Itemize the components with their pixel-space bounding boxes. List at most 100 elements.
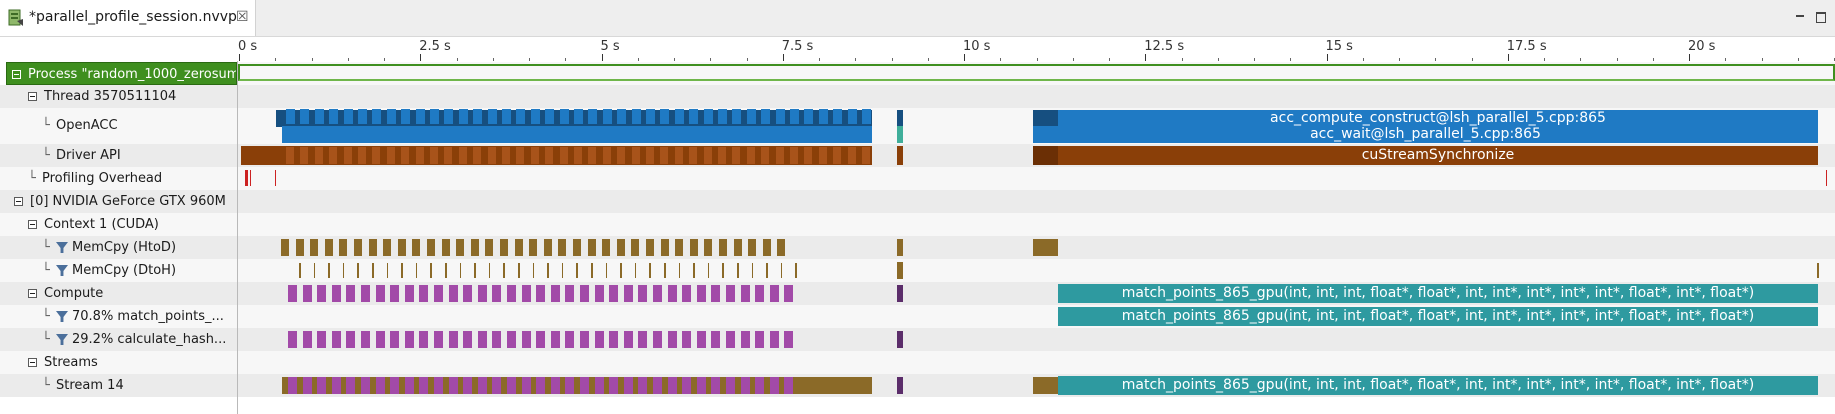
kernel-segment[interactable]	[609, 331, 619, 348]
memcpy-htod-segment[interactable]	[897, 239, 903, 256]
driver-call-segment[interactable]	[746, 147, 755, 164]
kernel-segment[interactable]	[726, 285, 735, 302]
acc-compute-segment[interactable]	[487, 109, 497, 124]
kernel-segment[interactable]	[784, 285, 794, 302]
acc-compute-segment[interactable]	[588, 109, 598, 124]
memcpy-dtoh-segment[interactable]	[707, 263, 710, 278]
driver-call-segment[interactable]	[530, 147, 539, 164]
kernel-segment[interactable]	[682, 285, 692, 302]
memcpy-dtoh-segment[interactable]	[328, 263, 330, 278]
driver-call-segment[interactable]	[487, 147, 496, 164]
memcpy-htod-segment[interactable]	[631, 239, 640, 256]
memcpy-dtoh-segment[interactable]	[372, 263, 374, 278]
kernel-segment[interactable]	[897, 331, 903, 348]
driver-call-segment[interactable]	[444, 147, 453, 164]
driver-call-segment[interactable]	[790, 147, 798, 164]
acc-wait-segment[interactable]: acc_wait@lsh_parallel_5.cpp:865	[1033, 126, 1818, 143]
acc-compute-segment[interactable]	[732, 109, 742, 124]
editor-tab[interactable]: *parallel_profile_session.nvvp ☒	[0, 0, 256, 36]
kernel-segment[interactable]	[404, 331, 414, 348]
acc-compute-segment[interactable]	[833, 109, 843, 124]
memcpy-dtoh-segment[interactable]	[795, 263, 797, 278]
kernel-segment[interactable]	[653, 331, 662, 348]
kernel-segment[interactable]	[653, 285, 662, 302]
acc-compute-segment[interactable]	[746, 109, 756, 124]
row-label-context[interactable]: Context 1 (CUDA)	[0, 213, 237, 236]
kernel-segment[interactable]	[521, 331, 531, 348]
kernel-segment[interactable]	[419, 331, 429, 348]
memcpy-htod-segment[interactable]	[543, 239, 552, 256]
kernel-segment[interactable]	[521, 285, 531, 302]
memcpy-htod-segment[interactable]	[704, 239, 713, 256]
kernel-segment[interactable]	[696, 285, 706, 302]
acc-compute-segment[interactable]	[559, 109, 569, 124]
memcpy-dtoh-segment[interactable]	[605, 263, 608, 278]
kernel-segment[interactable]	[434, 377, 443, 394]
acc-wait-segment[interactable]	[897, 126, 903, 143]
acc-wait-segment[interactable]	[282, 126, 872, 143]
process-track[interactable]	[238, 64, 1835, 81]
acc-compute-segment[interactable]	[300, 109, 310, 124]
memcpy-dtoh-segment[interactable]	[1817, 263, 1819, 278]
memcpy-dtoh-segment[interactable]	[503, 263, 505, 278]
memcpy-dtoh-segment[interactable]	[518, 263, 520, 278]
row-label-overhead[interactable]: └ Profiling Overhead	[0, 167, 237, 190]
kernel-segment[interactable]	[682, 377, 692, 394]
kernel-segment[interactable]	[594, 331, 604, 348]
kernel-segment[interactable]	[404, 377, 414, 394]
driver-call-segment[interactable]	[559, 147, 568, 164]
memcpy-htod-segment[interactable]	[324, 239, 333, 256]
kernel-segment[interactable]	[477, 331, 487, 348]
kernel-segment[interactable]	[434, 285, 443, 302]
memcpy-dtoh-segment[interactable]	[474, 263, 476, 278]
stream-segment[interactable]	[282, 377, 872, 394]
memcpy-dtoh-segment[interactable]	[897, 262, 903, 279]
kernel-segment[interactable]	[492, 285, 502, 302]
acc-compute-segment[interactable]	[761, 109, 771, 124]
kernel-segment[interactable]	[638, 331, 648, 348]
memcpy-dtoh-segment[interactable]	[488, 263, 491, 278]
kernel-segment[interactable]	[375, 331, 385, 348]
kernel-segment[interactable]	[302, 331, 312, 348]
kernel-segment[interactable]	[594, 377, 604, 394]
acc-compute-segment[interactable]	[430, 109, 439, 124]
driver-call-segment[interactable]	[660, 147, 669, 164]
kernel-segment[interactable]	[667, 285, 677, 302]
memcpy-htod-segment[interactable]	[777, 239, 786, 256]
acc-compute-segment[interactable]	[1033, 110, 1058, 127]
kernel-segment[interactable]	[711, 285, 721, 302]
kernel-segment[interactable]	[288, 285, 297, 302]
acc-compute-segment[interactable]	[473, 109, 483, 124]
driver-call-segment[interactable]	[804, 147, 813, 164]
row-label-compute[interactable]: Compute	[0, 282, 237, 305]
driver-call-segment[interactable]	[241, 146, 872, 165]
kernel-segment[interactable]	[521, 377, 531, 394]
memcpy-htod-segment[interactable]	[427, 239, 435, 256]
row-label-k2[interactable]: └ 29.2% calculate_hash...	[0, 328, 237, 351]
row-label-gpu[interactable]: [0] NVIDIA GeForce GTX 960M	[0, 190, 237, 213]
driver-call-segment[interactable]	[689, 147, 698, 164]
acc-compute-segment[interactable]: acc_compute_construct@lsh_parallel_5.cpp…	[1058, 110, 1818, 127]
kernel-segment[interactable]	[696, 377, 706, 394]
acc-compute-segment[interactable]	[818, 109, 828, 124]
acc-compute-segment[interactable]	[530, 109, 540, 124]
acc-compute-segment[interactable]	[718, 109, 727, 124]
kernel-segment[interactable]: match_points_865_gpu(int, int, int, floa…	[1058, 307, 1818, 326]
memcpy-dtoh-segment[interactable]	[430, 263, 432, 278]
overhead-marker[interactable]	[275, 170, 276, 186]
kernel-segment[interactable]	[594, 285, 604, 302]
memcpy-htod-segment[interactable]	[456, 239, 465, 256]
memcpy-dtoh-segment[interactable]	[693, 263, 695, 278]
driver-call-segment[interactable]	[574, 147, 582, 164]
acc-compute-segment[interactable]	[458, 109, 468, 124]
label-splitter[interactable]	[237, 61, 238, 414]
kernel-segment[interactable]	[638, 285, 648, 302]
kernel-segment[interactable]	[477, 377, 487, 394]
kernel-segment[interactable]	[536, 377, 546, 394]
memcpy-dtoh-segment[interactable]	[678, 263, 681, 278]
driver-call-segment[interactable]	[516, 147, 525, 164]
kernel-segment[interactable]	[404, 285, 414, 302]
kernel-segment[interactable]	[897, 377, 903, 394]
row-track-context[interactable]	[238, 213, 1835, 236]
kernel-segment[interactable]	[565, 285, 575, 302]
